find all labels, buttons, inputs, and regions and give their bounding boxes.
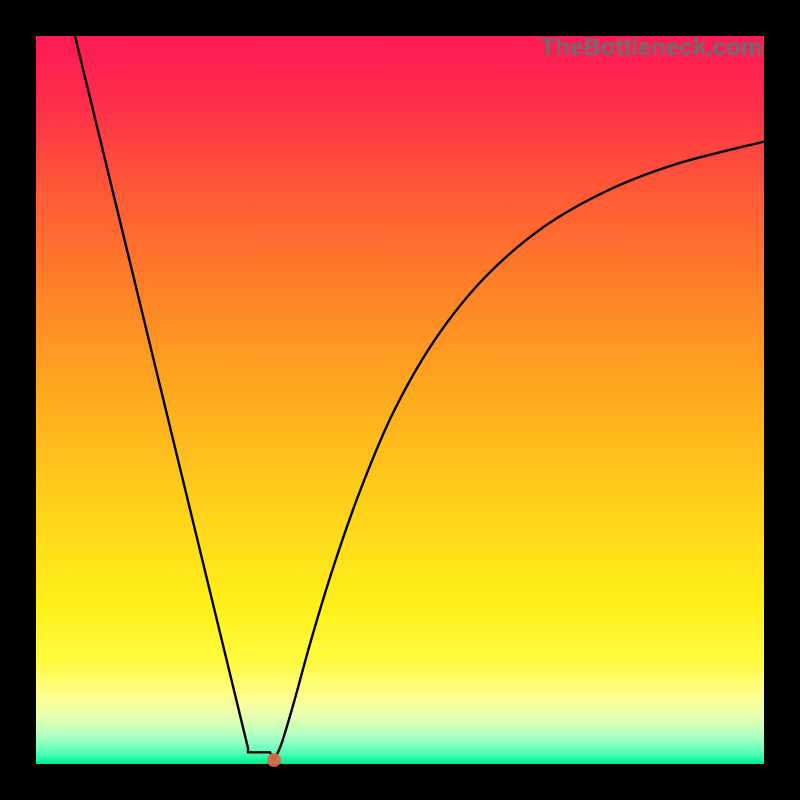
- chart-frame: TheBottleneck.com: [0, 0, 800, 800]
- optimum-marker: [267, 753, 281, 767]
- bottleneck-curve: [36, 36, 764, 764]
- curve-path: [75, 36, 764, 760]
- watermark-text: TheBottleneck.com: [541, 34, 762, 62]
